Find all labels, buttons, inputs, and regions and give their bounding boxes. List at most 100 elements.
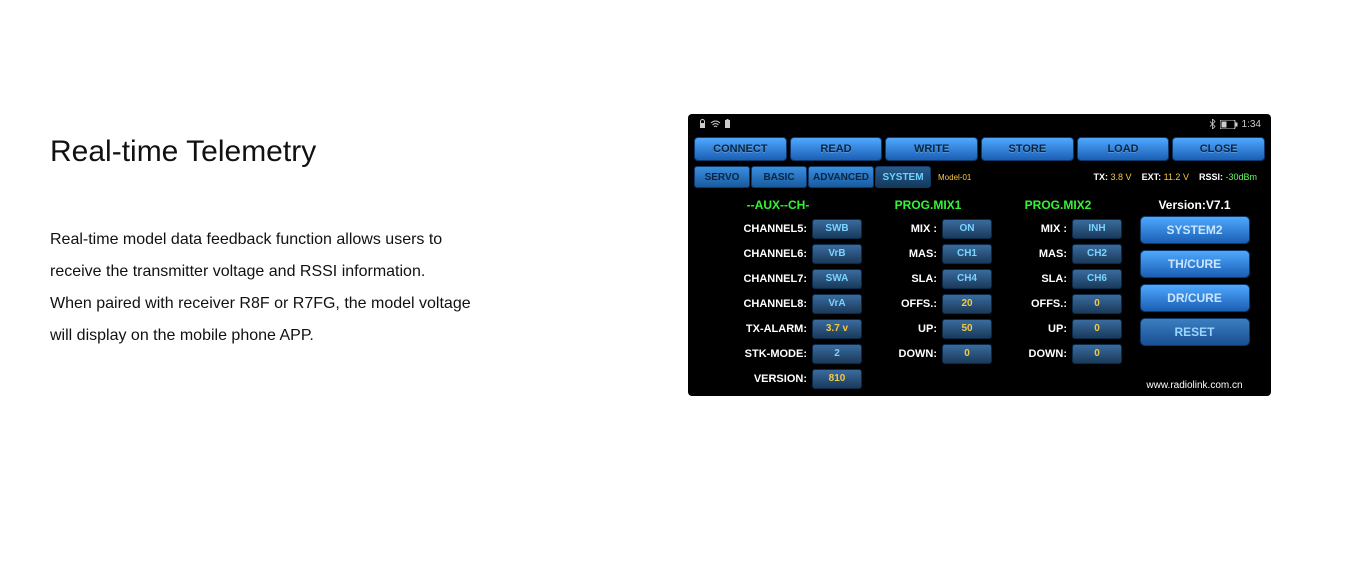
tab-advanced[interactable]: ADVANCED xyxy=(808,166,874,188)
mix1-value[interactable]: 20 xyxy=(942,294,992,314)
aux-label: TX-ALARM: xyxy=(694,323,809,335)
battery-icon-small xyxy=(724,119,732,129)
mix2-value[interactable]: CH6 xyxy=(1072,269,1122,289)
aux-row: VERSION:810 xyxy=(694,366,862,391)
aux-header: --AUX--CH- xyxy=(694,194,862,216)
mix1-value[interactable]: CH1 xyxy=(942,244,992,264)
mix1-label: UP: xyxy=(864,323,939,335)
mix1-value[interactable]: CH4 xyxy=(942,269,992,289)
close-button[interactable]: CLOSE xyxy=(1172,137,1265,161)
aux-row: TX-ALARM:3.7 v xyxy=(694,316,862,341)
aux-value[interactable]: VrB xyxy=(812,244,862,264)
desc-line: Real-time model data feedback function a… xyxy=(50,224,610,256)
mix2-value[interactable]: INH xyxy=(1072,219,1122,239)
page-title: Real-time Telemetry xyxy=(50,135,610,169)
aux-value[interactable]: SWA xyxy=(812,269,862,289)
mix1-value[interactable]: 50 xyxy=(942,319,992,339)
aux-label: CHANNEL8: xyxy=(694,298,809,310)
mix2-label: UP: xyxy=(994,323,1069,335)
mix2-row: OFFS.:0 xyxy=(994,291,1122,316)
ext-label: EXT: xyxy=(1142,172,1162,182)
tab-servo[interactable]: SERVO xyxy=(694,166,750,188)
aux-label: STK-MODE: xyxy=(694,348,809,360)
version-column: Version:V7.1 SYSTEM2 TH/CURE DR/CURE RES… xyxy=(1124,194,1265,391)
aux-row: CHANNEL7:SWA xyxy=(694,266,862,291)
mix1-row: DOWN:0 xyxy=(864,341,992,366)
status-time: 1:34 xyxy=(1242,119,1261,130)
mix1-row: MIX :ON xyxy=(864,216,992,241)
mix2-row: UP:0 xyxy=(994,316,1122,341)
drcure-button[interactable]: DR/CURE xyxy=(1140,284,1250,312)
connect-button[interactable]: CONNECT xyxy=(694,137,787,161)
aux-label: CHANNEL5: xyxy=(694,223,809,235)
mix1-value[interactable]: 0 xyxy=(942,344,992,364)
top-button-row: CONNECT READ WRITE STORE LOAD CLOSE xyxy=(688,134,1271,164)
aux-column: --AUX--CH- CHANNEL5:SWBCHANNEL6:VrBCHANN… xyxy=(694,194,862,391)
tx-label: TX: xyxy=(1094,172,1109,182)
mix2-value[interactable]: 0 xyxy=(1072,344,1122,364)
description: Real-time model data feedback function a… xyxy=(50,224,610,352)
mix1-label: MAS: xyxy=(864,248,939,260)
aux-label: CHANNEL6: xyxy=(694,248,809,260)
rssi-label: RSSI: xyxy=(1199,172,1223,182)
reset-button[interactable]: RESET xyxy=(1140,318,1250,346)
read-button[interactable]: READ xyxy=(790,137,883,161)
mix1-label: DOWN: xyxy=(864,348,939,360)
ext-value: 11.2 V xyxy=(1164,172,1189,182)
mix2-row: SLA:CH6 xyxy=(994,266,1122,291)
status-right-icons: 1:34 xyxy=(1209,119,1261,130)
wifi-icon xyxy=(710,119,721,129)
bluetooth-icon xyxy=(1209,119,1216,129)
mix2-header: PROG.MIX2 xyxy=(994,194,1122,216)
aux-value[interactable]: 810 xyxy=(812,369,862,389)
tab-basic[interactable]: BASIC xyxy=(751,166,807,188)
aux-row: CHANNEL6:VrB xyxy=(694,241,862,266)
mix2-label: SLA: xyxy=(994,273,1069,285)
mix2-label: DOWN: xyxy=(994,348,1069,360)
mix1-column: PROG.MIX1 MIX :ONMAS:CH1SLA:CH4OFFS.:20U… xyxy=(864,194,992,391)
status-bar: 1:34 xyxy=(688,114,1271,134)
desc-line: will display on the mobile phone APP. xyxy=(50,320,610,352)
app-screenshot: 1:34 CONNECT READ WRITE STORE LOAD CLOSE… xyxy=(688,114,1271,396)
mix2-row: MIX :INH xyxy=(994,216,1122,241)
mix1-row: MAS:CH1 xyxy=(864,241,992,266)
content-area: --AUX--CH- CHANNEL5:SWBCHANNEL6:VrBCHANN… xyxy=(688,192,1271,393)
store-button[interactable]: STORE xyxy=(981,137,1074,161)
aux-value[interactable]: SWB xyxy=(812,219,862,239)
mix2-label: OFFS.: xyxy=(994,298,1069,310)
aux-value[interactable]: VrA xyxy=(812,294,862,314)
tab-system[interactable]: SYSTEM xyxy=(875,166,931,188)
aux-label: CHANNEL7: xyxy=(694,273,809,285)
mix2-value[interactable]: 0 xyxy=(1072,294,1122,314)
footer-link[interactable]: www.radiolink.com.cn xyxy=(1146,376,1242,391)
aux-label: VERSION: xyxy=(694,373,809,385)
mix1-row: UP:50 xyxy=(864,316,992,341)
aux-row: CHANNEL5:SWB xyxy=(694,216,862,241)
mix1-label: MIX : xyxy=(864,223,939,235)
aux-value[interactable]: 2 xyxy=(812,344,862,364)
model-tag: Model-01 xyxy=(932,173,977,182)
mix2-value[interactable]: CH2 xyxy=(1072,244,1122,264)
mix2-row: MAS:CH2 xyxy=(994,241,1122,266)
mix1-label: OFFS.: xyxy=(864,298,939,310)
mix2-value[interactable]: 0 xyxy=(1072,319,1122,339)
load-button[interactable]: LOAD xyxy=(1077,137,1170,161)
desc-line: When paired with receiver R8F or R7FG, t… xyxy=(50,288,610,320)
mix1-row: OFFS.:20 xyxy=(864,291,992,316)
rssi-value: -30dBm xyxy=(1225,172,1257,182)
mix2-column: PROG.MIX2 MIX :INHMAS:CH2SLA:CH6OFFS.:0U… xyxy=(994,194,1122,391)
tx-value: 3.8 V xyxy=(1111,172,1132,182)
mix1-header: PROG.MIX1 xyxy=(864,194,992,216)
status-left-icons xyxy=(698,119,732,130)
mix1-label: SLA: xyxy=(864,273,939,285)
aux-value[interactable]: 3.7 v xyxy=(812,319,862,339)
version-header: Version:V7.1 xyxy=(1158,194,1230,216)
write-button[interactable]: WRITE xyxy=(885,137,978,161)
aux-row: STK-MODE:2 xyxy=(694,341,862,366)
mix2-row: DOWN:0 xyxy=(994,341,1122,366)
mix1-value[interactable]: ON xyxy=(942,219,992,239)
mix2-label: MIX : xyxy=(994,223,1069,235)
thcure-button[interactable]: TH/CURE xyxy=(1140,250,1250,278)
mix1-row: SLA:CH4 xyxy=(864,266,992,291)
system2-button[interactable]: SYSTEM2 xyxy=(1140,216,1250,244)
